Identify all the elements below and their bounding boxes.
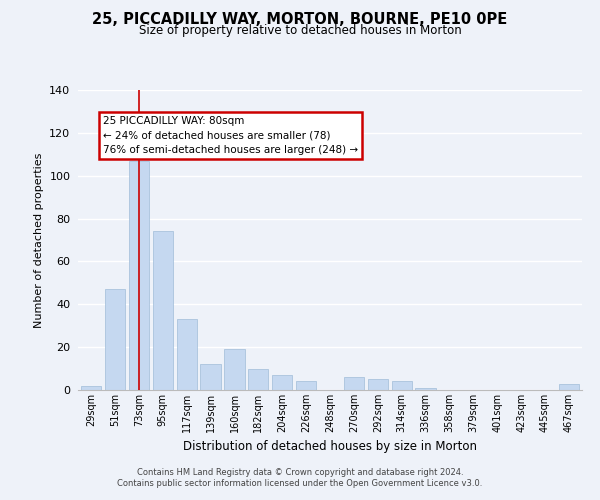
Text: 25, PICCADILLY WAY, MORTON, BOURNE, PE10 0PE: 25, PICCADILLY WAY, MORTON, BOURNE, PE10… xyxy=(92,12,508,28)
Bar xyxy=(81,386,101,390)
X-axis label: Distribution of detached houses by size in Morton: Distribution of detached houses by size … xyxy=(183,440,477,454)
Bar xyxy=(224,350,245,390)
Bar xyxy=(176,320,197,390)
Bar xyxy=(248,368,268,390)
Bar xyxy=(344,377,364,390)
Bar xyxy=(200,364,221,390)
Text: Size of property relative to detached houses in Morton: Size of property relative to detached ho… xyxy=(139,24,461,37)
Text: 25 PICCADILLY WAY: 80sqm
← 24% of detached houses are smaller (78)
76% of semi-d: 25 PICCADILLY WAY: 80sqm ← 24% of detach… xyxy=(103,116,358,154)
Bar xyxy=(129,160,149,390)
Bar xyxy=(272,375,292,390)
Bar xyxy=(296,382,316,390)
Bar xyxy=(152,232,173,390)
Text: Contains HM Land Registry data © Crown copyright and database right 2024.
Contai: Contains HM Land Registry data © Crown c… xyxy=(118,468,482,487)
Bar xyxy=(105,290,125,390)
Bar xyxy=(392,382,412,390)
Y-axis label: Number of detached properties: Number of detached properties xyxy=(34,152,44,328)
Bar xyxy=(415,388,436,390)
Bar xyxy=(368,380,388,390)
Bar xyxy=(559,384,579,390)
